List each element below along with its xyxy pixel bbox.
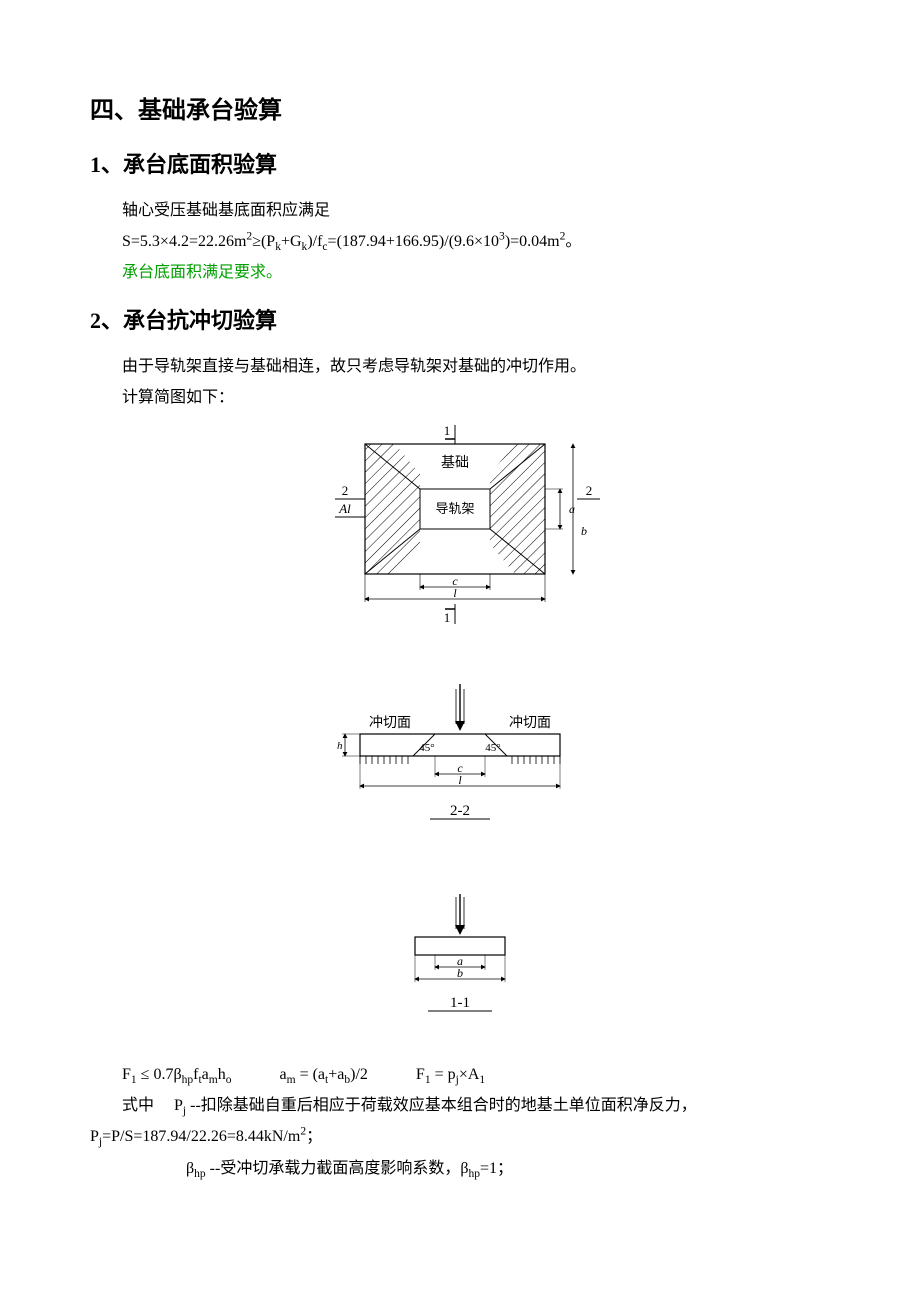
f-sub: 1 (479, 1074, 485, 1086)
d1-dim-l: l (453, 586, 457, 600)
bottom-formula-line3: Pj=P/S=187.94/22.26=8.44kN/m2； (90, 1121, 830, 1152)
d2-dim-l: l (458, 773, 462, 787)
f-seg: 。 (565, 233, 581, 250)
bottom-formula-line2: 式中 Pj --扣除基础自重后相应于荷载效应基本组合时的地基土单位面积净反力， (90, 1090, 830, 1121)
d2-label-left: 冲切面 (369, 715, 411, 731)
f-seg: ≤ 0.7β (137, 1066, 182, 1083)
f-seg: S=5.3×4.2=22.26m (122, 233, 246, 250)
bottom-formula-line1: F1 ≤ 0.7βhpftamho am = (at+ab)/2 F1 = pj… (90, 1059, 830, 1090)
s1-line1: 轴心受压基础基底面积应满足 (90, 195, 830, 226)
heading-sub-2: 2、承台抗冲切验算 (90, 303, 830, 335)
d1-label-inner-mid: 导轨架 (435, 501, 474, 516)
f-seg: F (122, 1066, 131, 1083)
d1-dim-a: a (569, 502, 575, 516)
f-seg: = (a (296, 1066, 325, 1083)
diagram-plan-view: 基础 导轨架 1 1 2 Al 2 a b c l (305, 419, 615, 629)
f-seg: F (416, 1066, 425, 1083)
heading-main: 四、基础承台验算 (90, 90, 830, 125)
f-seg: ×A (459, 1066, 480, 1083)
f-seg: )/f (307, 233, 322, 250)
f-sub: m (209, 1074, 218, 1086)
f-seg: a (280, 1066, 287, 1083)
f-seg: ≥(P (252, 233, 275, 250)
d2-caption: 2-2 (450, 803, 470, 819)
s2-line1: 由于导轨架直接与基础相连，故只考虑导轨架对基础的冲切作用。 (90, 351, 830, 382)
f-sub: hp (468, 1168, 480, 1180)
heading-sub-1: 1、承台底面积验算 (90, 147, 830, 179)
f-seg: +G (281, 233, 302, 250)
f-seg: β (186, 1160, 194, 1177)
d3-dim-b: b (457, 966, 463, 980)
s1-formula: S=5.3×4.2=22.26m2≥(Pk+Gk)/fc=(187.94+166… (90, 226, 830, 257)
f-seg: ； (306, 1128, 322, 1145)
f-sub: hp (194, 1168, 206, 1180)
d1-mark-left-bot: Al (338, 501, 351, 516)
f-seg: --受冲切承载力截面高度影响系数，β (206, 1160, 469, 1177)
d1-dim-b: b (581, 524, 587, 538)
f-sub: m (287, 1074, 296, 1086)
d2-angle-right: 45° (485, 742, 500, 754)
f-seg: --扣除基础自重后相应于荷载效应基本组合时的地基土单位面积净反力， (186, 1097, 697, 1114)
f-gap (231, 1066, 279, 1083)
d1-mark-right: 2 (586, 483, 593, 498)
f-gap (368, 1066, 416, 1083)
d2-dim-h: h (337, 740, 343, 752)
f-seg: h (218, 1066, 226, 1083)
d1-mark-top: 1 (444, 423, 451, 438)
s1-conclusion: 承台底面积满足要求。 (90, 257, 830, 288)
diagram-section-1-1: a b 1-1 (370, 889, 550, 1029)
d1-label-inner-top: 基础 (441, 454, 469, 471)
d3-caption: 1-1 (450, 995, 470, 1011)
f-sub: hp (182, 1074, 194, 1086)
f-seg: =P/S=187.94/22.26=8.44kN/m (102, 1128, 300, 1145)
d2-label-right: 冲切面 (509, 715, 551, 731)
d1-mark-left-top: 2 (342, 483, 349, 498)
diagram-section-2-2: 45° 45° 冲切面 冲切面 h c l 2-2 (315, 679, 605, 839)
f-seg: )/2 (350, 1066, 368, 1083)
f-seg: = p (431, 1066, 456, 1083)
s2-line2: 计算简图如下： (90, 382, 830, 413)
f-seg: 式中 P (122, 1097, 183, 1114)
f-seg: P (90, 1128, 99, 1145)
bottom-formula-line4: βhp --受冲切承载力截面高度影响系数，βhp=1； (90, 1153, 830, 1184)
d1-mark-bottom: 1 (444, 610, 451, 625)
f-seg: +a (328, 1066, 344, 1083)
f-seg: a (202, 1066, 209, 1083)
diagram-container: 基础 导轨架 1 1 2 Al 2 a b c l (90, 413, 830, 1059)
d2-angle-left: 45° (419, 742, 434, 754)
f-seg: =1； (480, 1160, 513, 1177)
f-seg: =(187.94+166.95)/(9.6×10 (328, 233, 500, 250)
f-seg: )=0.04m (505, 233, 560, 250)
